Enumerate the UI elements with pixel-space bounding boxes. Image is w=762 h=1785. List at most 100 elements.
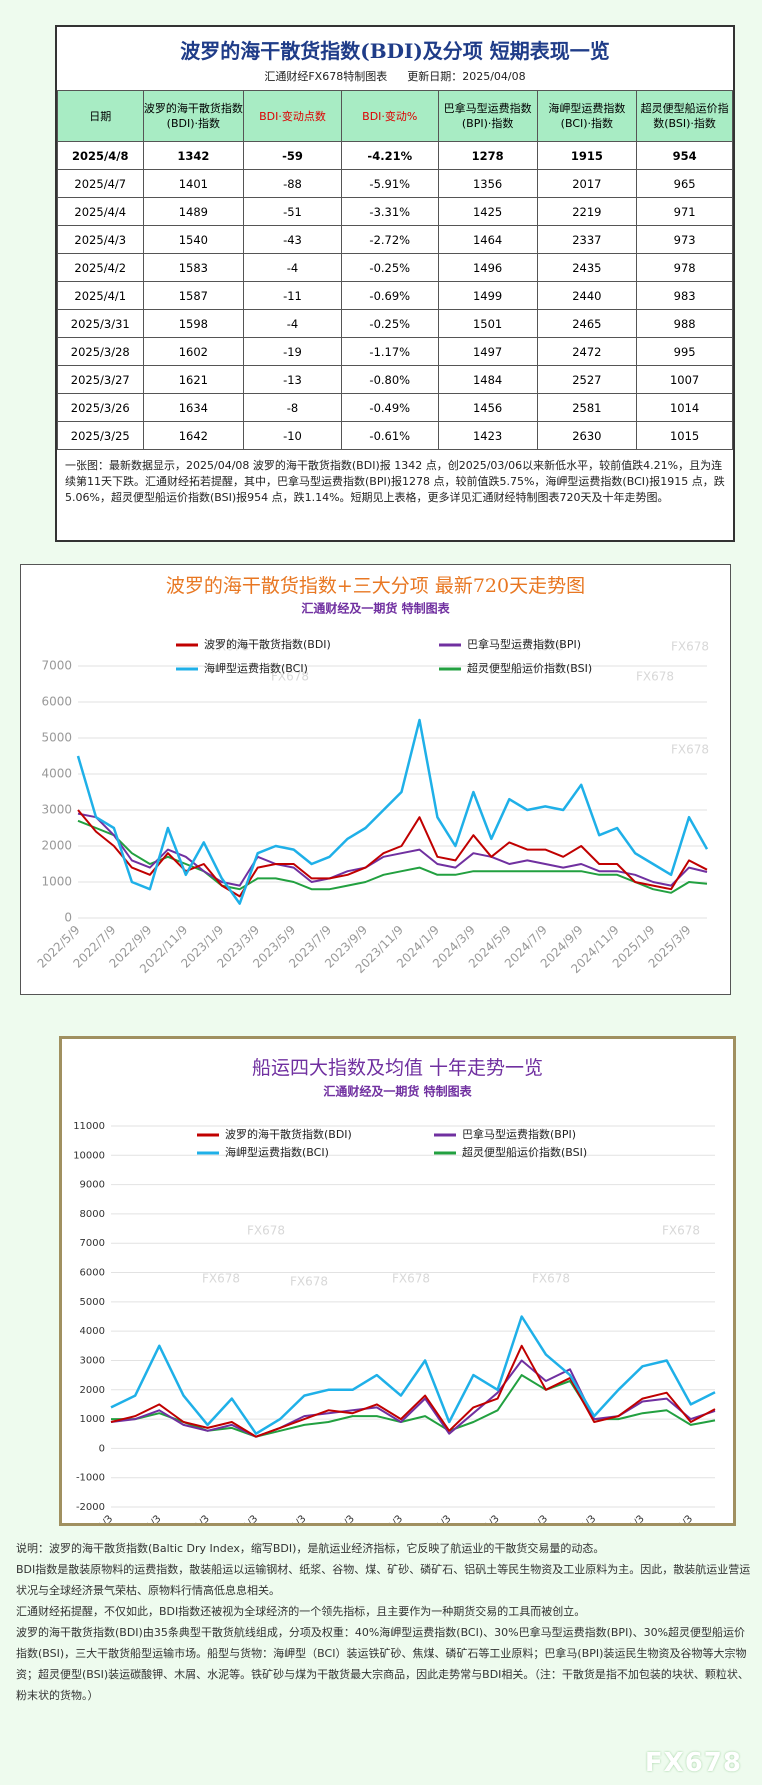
table-cell: 1642 — [142, 421, 245, 450]
table-cell: -5.91% — [340, 169, 439, 198]
y-tick-label: 6000 — [80, 1268, 105, 1279]
chart-subtitle: 汇通财经及一期货 特制图表 — [323, 1084, 472, 1099]
watermark: FX678 — [211, 640, 249, 654]
watermark: FX678 — [671, 640, 709, 654]
watermark: FX678 — [290, 1275, 328, 1289]
table-row: 2025/3/26 1634 -8 -0.49% 1456 2581 1014 — [57, 393, 733, 422]
y-tick-label: 4000 — [41, 767, 72, 781]
table-cell: 1425 — [437, 197, 538, 226]
table-cell: -8 — [243, 393, 342, 422]
table-row: 2025/3/28 1602 -19 -1.17% 1497 2472 995 — [57, 337, 733, 366]
series-line — [110, 1344, 716, 1438]
table-row: 2025/3/31 1598 -4 -0.25% 1501 2465 988 — [57, 309, 733, 338]
table-cell: 2581 — [536, 393, 638, 422]
x-tick-label: 2019/1/3 — [366, 1513, 406, 1526]
table-cell: 1587 — [142, 281, 245, 310]
table-cell: 983 — [636, 281, 733, 310]
header-cell: 日期 — [57, 90, 144, 142]
y-tick-label: 7000 — [80, 1238, 105, 1249]
table: 日期 波罗的海干散货指数(BDI)·指数 BDI·变动点数 BDI·变动% 巴拿马型运费… — [57, 90, 733, 450]
chart-title: 船运四大指数及均值 十年走势一览 — [252, 1057, 543, 1079]
watermark: FX678 — [392, 1272, 430, 1286]
legend-label: 波罗的海干散货指数(BDI) — [204, 637, 331, 651]
y-tick-label: 8000 — [80, 1209, 105, 1220]
table-cell: 2025/3/28 — [57, 337, 144, 366]
table-panel: 波罗的海干散货指数(BDI)及分项 短期表现一览 汇通财经FX678特制图表 更新… — [55, 25, 735, 542]
header-cell: 波罗的海干散货指数(BDI)·指数 — [142, 90, 245, 142]
x-tick-label: 2013/1/3 — [76, 1513, 116, 1526]
watermark: FX678 — [526, 640, 564, 654]
table-cell: -3.31% — [340, 197, 439, 226]
table-cell: -59 — [243, 141, 342, 170]
table-cell: 2337 — [536, 225, 638, 254]
x-tick-label: 2017/1/3 — [269, 1513, 309, 1526]
table-cell: 1602 — [142, 337, 245, 366]
watermark: FX678 — [532, 1272, 570, 1286]
table-cell: 2025/4/2 — [57, 253, 144, 282]
header-cell: 海岬型运费指数(BCI)·指数 — [536, 90, 638, 142]
update-date: 更新日期：2025/04/08 — [407, 70, 526, 83]
legend-label: 超灵便型船运价指数(BSI) — [462, 1145, 587, 1159]
table-cell: -88 — [243, 169, 342, 198]
table-cell: 971 — [636, 197, 733, 226]
table-cell: 2472 — [536, 337, 638, 366]
watermark: FX678 — [202, 1272, 240, 1286]
watermark: FX678 — [662, 1224, 700, 1238]
y-tick-label: 1000 — [80, 1414, 105, 1425]
table-cell: 988 — [636, 309, 733, 338]
watermark: FX678 — [247, 1224, 285, 1238]
table-cell: 1621 — [142, 365, 245, 394]
table-cell: -4.21% — [340, 141, 439, 170]
table-cell: 1489 — [142, 197, 245, 226]
legend-label: 巴拿马型运费指数(BPI) — [467, 637, 581, 651]
table-cell: 2025/4/3 — [57, 225, 144, 254]
table-cell: 2527 — [536, 365, 638, 394]
x-tick-label: 2016/1/3 — [221, 1513, 261, 1526]
legend-label: 海岬型运费指数(BCI) — [204, 661, 308, 675]
table-cell: 1915 — [536, 141, 638, 170]
header-cell: 超灵便型船运价指数(BSI)·指数 — [636, 90, 733, 142]
table-cell: 1401 — [142, 169, 245, 198]
x-tick-label: 2025/1/3 — [656, 1513, 696, 1526]
table-cell: -51 — [243, 197, 342, 226]
x-tick-label: 2022/1/3 — [511, 1513, 551, 1526]
table-row: 2025/4/4 1489 -51 -3.31% 1425 2219 971 — [57, 197, 733, 226]
table-cell: 2630 — [536, 421, 638, 450]
y-tick-label: 2000 — [80, 1385, 105, 1396]
table-row: 2025/4/8 1342 -59 -4.21% 1278 1915 954 — [57, 141, 733, 170]
subtitle: 汇通财经FX678特制图表 — [264, 70, 388, 83]
table-cell: 2435 — [536, 253, 638, 282]
table-cell: 1456 — [437, 393, 538, 422]
table-cell: -4 — [243, 309, 342, 338]
table-cell: 995 — [636, 337, 733, 366]
legend-label: 超灵便型船运价指数(BSI) — [467, 661, 592, 675]
table-cell: 1484 — [437, 365, 538, 394]
table-row: 2025/4/1 1587 -11 -0.69% 1499 2440 983 — [57, 281, 733, 310]
table-cell: 1014 — [636, 393, 733, 422]
y-tick-label: -2000 — [76, 1502, 105, 1513]
series-line — [76, 718, 709, 905]
chart-subtitle: 汇通财经及一期货 特制图表 — [301, 601, 450, 616]
table-cell: 1356 — [437, 169, 538, 198]
series-line — [110, 1315, 716, 1435]
watermark: FX678 — [271, 670, 309, 684]
table-cell: 2025/3/26 — [57, 393, 144, 422]
table-cell: 1423 — [437, 421, 538, 450]
table-cell: -4 — [243, 253, 342, 282]
y-tick-label: 3000 — [41, 803, 72, 817]
table-title: 波罗的海干散货指数(BDI)及分项 短期表现一览 — [180, 39, 610, 63]
table-cell: -11 — [243, 281, 342, 310]
table-cell: -43 — [243, 225, 342, 254]
table-cell: 2025/3/31 — [57, 309, 144, 338]
y-tick-label: 11000 — [73, 1121, 105, 1132]
table-cell: 954 — [636, 141, 733, 170]
table-cell: -0.80% — [340, 365, 439, 394]
table-note: 一张图：最新数据显示，2025/04/08 波罗的海干散货指数(BDI)报 13… — [65, 459, 725, 504]
table-cell: 2025/4/7 — [57, 169, 144, 198]
y-tick-label: 4000 — [80, 1326, 105, 1337]
table-cell: 1342 — [142, 141, 245, 170]
table-row: 2025/3/27 1621 -13 -0.80% 1484 2527 1007 — [57, 365, 733, 394]
table-cell: 1583 — [142, 253, 245, 282]
